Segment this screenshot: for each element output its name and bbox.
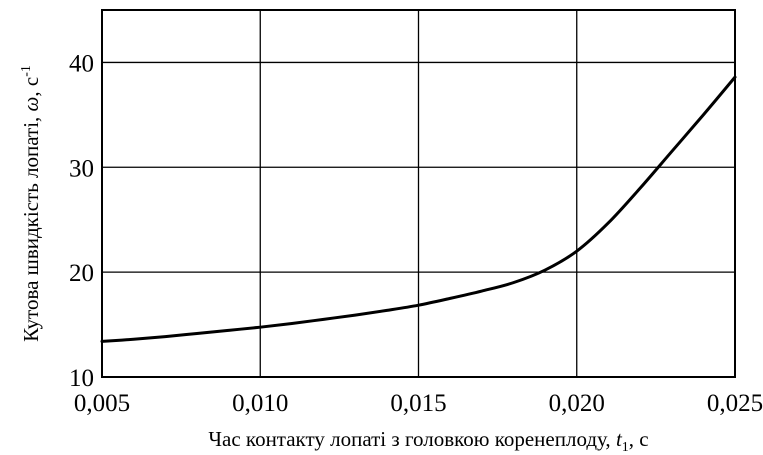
y-axis-unit: , с: [19, 77, 43, 97]
y-axis-symbol: ω: [19, 97, 43, 112]
x-tick-label: 0,010: [232, 390, 288, 417]
y-tick-label: 30: [69, 155, 94, 182]
y-axis-title-text: Кутова швидкість лопаті,: [19, 111, 43, 341]
series-line: [100, 75, 737, 343]
x-tick-labels: 0,005 0,010 0,015 0,020 0,025: [74, 390, 763, 417]
x-tick-label: 0,005: [74, 390, 130, 417]
plot-frame: [101, 9, 736, 378]
x-tick-label: 0,025: [707, 390, 763, 417]
x-axis-unit: , с: [629, 427, 649, 451]
y-tick-label: 40: [69, 50, 94, 77]
y-tick-labels: 10 20 30 40: [69, 50, 94, 392]
x-axis-subscript: 1: [622, 440, 629, 455]
y-axis-superscript: -1: [19, 65, 34, 77]
x-axis-title: Час контакту лопаті з головкою коренепло…: [208, 427, 648, 455]
y-tick-label: 10: [69, 365, 94, 392]
y-tick-label: 20: [69, 260, 94, 287]
x-axis-title-text: Час контакту лопаті з головкою коренепло…: [208, 427, 616, 451]
grid: [101, 10, 736, 378]
x-axis-symbol: t: [616, 427, 623, 451]
y-axis-title: Кутова швидкість лопаті, ω, с-1: [19, 65, 43, 342]
x-tick-label: 0,015: [390, 390, 446, 417]
x-tick-label: 0,020: [549, 390, 605, 417]
